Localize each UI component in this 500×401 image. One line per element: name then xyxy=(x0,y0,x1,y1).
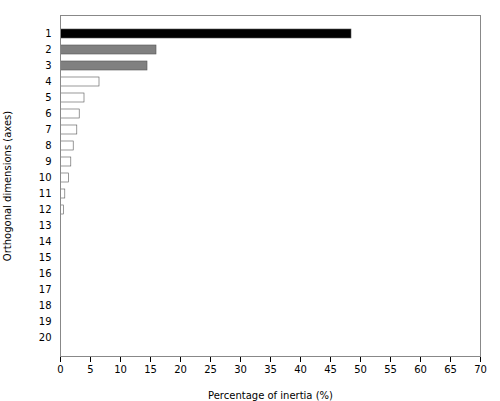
svg-text:15: 15 xyxy=(144,364,157,375)
svg-text:5: 5 xyxy=(87,364,93,375)
svg-text:11: 11 xyxy=(39,188,52,199)
svg-text:19: 19 xyxy=(39,316,52,327)
svg-text:18: 18 xyxy=(39,300,52,311)
svg-text:16: 16 xyxy=(39,268,52,279)
svg-text:9: 9 xyxy=(45,156,51,167)
svg-text:5: 5 xyxy=(45,92,51,103)
svg-text:55: 55 xyxy=(384,364,397,375)
svg-text:14: 14 xyxy=(39,236,52,247)
svg-text:50: 50 xyxy=(354,364,367,375)
svg-text:60: 60 xyxy=(414,364,427,375)
svg-text:40: 40 xyxy=(294,364,307,375)
svg-text:1: 1 xyxy=(45,28,51,39)
svg-text:6: 6 xyxy=(45,108,51,119)
svg-text:2: 2 xyxy=(45,44,51,55)
svg-text:35: 35 xyxy=(264,364,277,375)
svg-text:0: 0 xyxy=(57,364,63,375)
svg-text:8: 8 xyxy=(45,140,51,151)
svg-text:13: 13 xyxy=(39,220,52,231)
svg-text:10: 10 xyxy=(39,172,52,183)
svg-text:12: 12 xyxy=(39,204,52,215)
svg-text:10: 10 xyxy=(114,364,127,375)
svg-text:Percentage of inertia (%): Percentage of inertia (%) xyxy=(208,390,333,401)
svg-text:15: 15 xyxy=(39,252,52,263)
svg-text:3: 3 xyxy=(45,60,51,71)
svg-text:Orthogonal dimensions (axes): Orthogonal dimensions (axes) xyxy=(2,111,13,261)
svg-text:4: 4 xyxy=(45,76,51,87)
svg-text:65: 65 xyxy=(444,364,457,375)
svg-text:25: 25 xyxy=(204,364,217,375)
svg-text:70: 70 xyxy=(474,364,487,375)
svg-text:7: 7 xyxy=(45,124,51,135)
svg-text:45: 45 xyxy=(324,364,337,375)
svg-text:20: 20 xyxy=(174,364,187,375)
svg-text:17: 17 xyxy=(39,284,52,295)
svg-text:20: 20 xyxy=(39,332,52,343)
svg-text:30: 30 xyxy=(234,364,247,375)
